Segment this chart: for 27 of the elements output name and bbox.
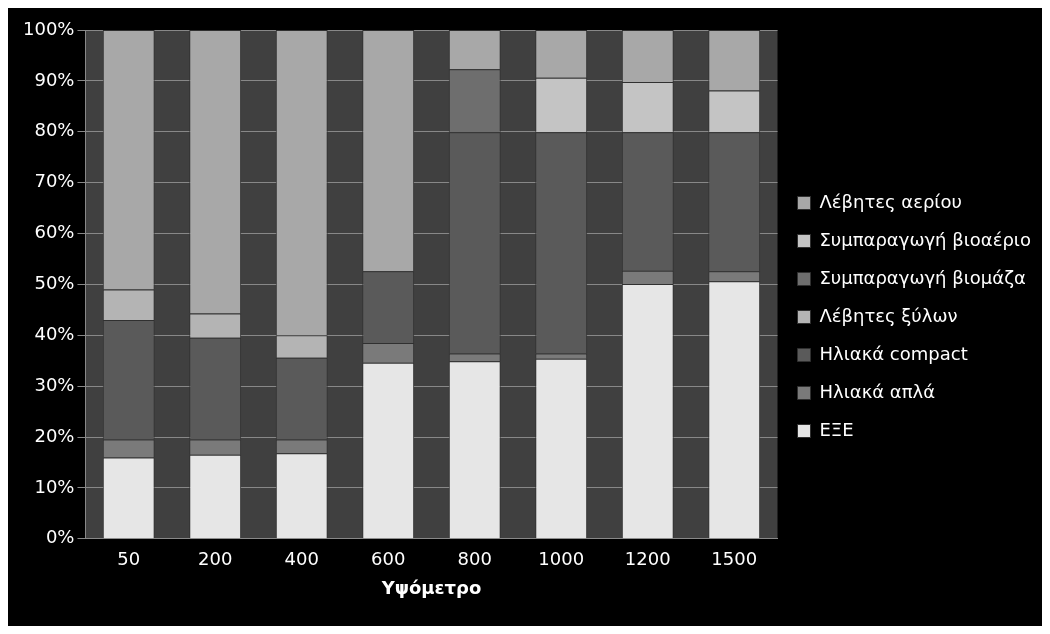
- legend-label: Συμπαραγωγή βιομάζα: [819, 266, 1026, 288]
- y-tick-label: 60%: [34, 221, 75, 243]
- x-tick-label: 600: [371, 548, 406, 570]
- x-axis-title: Υψόμετρο: [380, 576, 482, 598]
- x-tick-label: 1200: [624, 548, 671, 570]
- x-tick-label: 1000: [538, 548, 585, 570]
- y-tick-label: 70%: [34, 170, 75, 192]
- y-tick-label: 10%: [34, 475, 75, 497]
- legend-label: Λέβητες ξύλων: [819, 304, 958, 326]
- y-tick-label: 80%: [34, 119, 75, 141]
- x-tick-label: 200: [198, 548, 233, 570]
- x-tick-label: 400: [284, 548, 319, 570]
- y-tick-label: 20%: [34, 424, 75, 446]
- y-tick-label: 40%: [34, 322, 75, 344]
- legend-label: ΕΞΕ: [819, 418, 854, 440]
- y-tick-label: 90%: [34, 68, 75, 90]
- y-tick-label: 50%: [34, 272, 75, 294]
- legend-label: Ηλιακά απλά: [819, 380, 936, 402]
- legend-label: Ηλιακά compact: [819, 342, 968, 364]
- y-tick-label: 100%: [22, 17, 75, 39]
- y-tick-label: 0%: [45, 526, 75, 548]
- x-tick-label: 1500: [711, 548, 758, 570]
- legend-label: Συμπαραγωγή βιοαέριο: [819, 228, 1031, 250]
- legend-label: Λέβητες αερίου: [819, 190, 962, 212]
- y-tick-label: 30%: [34, 373, 75, 395]
- x-tick-label: 800: [457, 548, 492, 570]
- x-tick-label: 50: [117, 548, 141, 570]
